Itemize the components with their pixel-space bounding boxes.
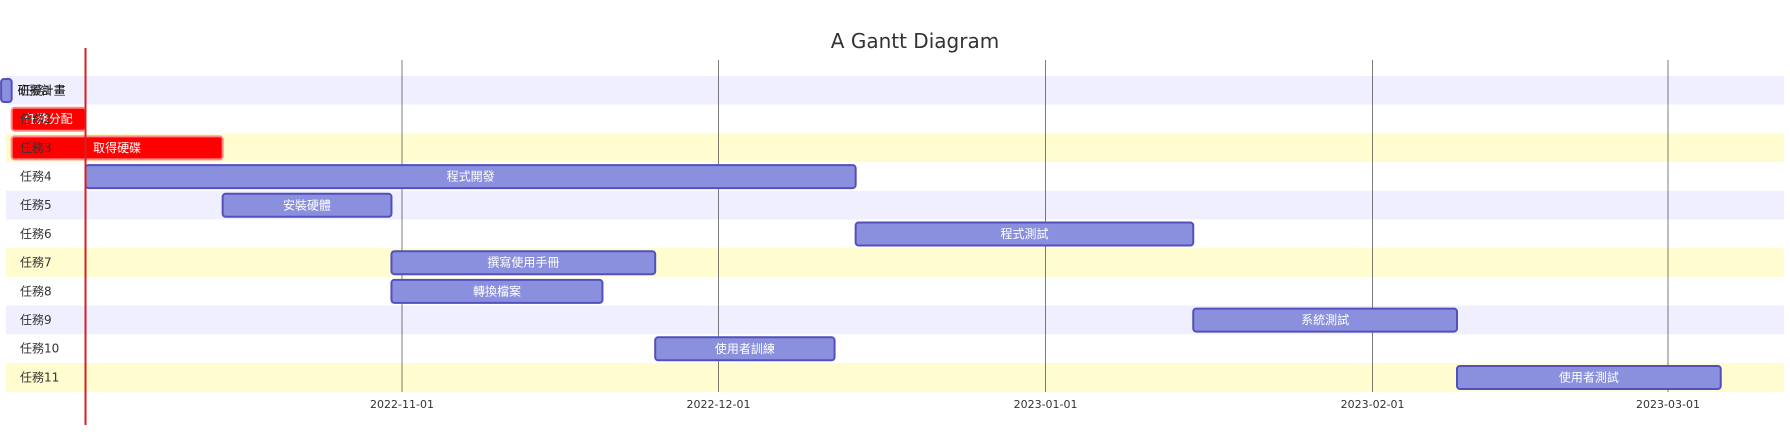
task-label: 使用者訓練 [715,341,775,356]
row-label: 任務3 [20,141,52,155]
row-label: 任務11 [20,370,59,384]
task-label: 安裝硬體 [283,197,331,212]
row-band [6,334,1784,363]
task-label: 任務分配 [25,112,73,126]
row-label: 任務9 [20,313,52,327]
row-label: 任務1 [20,83,52,97]
task-bar [854,221,1195,247]
task-bar [221,192,393,218]
task-bar [654,336,836,362]
row-label: 任務6 [20,227,52,241]
task-label: 程式開發 [447,169,495,184]
task-label: 轉換檔案 [473,283,521,298]
x-tick-label: 2023-02-01 [1341,398,1405,411]
task-bar [10,135,224,161]
row-label: 任務8 [20,284,52,298]
task-label: 使用者測試 [1559,370,1619,385]
task-label: 取得硬碟 [93,140,141,155]
task-bar [1192,307,1458,333]
row-label: 任務7 [20,256,52,270]
x-tick-label: 2023-01-01 [1014,398,1078,411]
row-band [6,276,1784,306]
row-band [6,133,1784,163]
row-label: 任務2 [20,112,52,126]
task-label: 撰寫使用手冊 [487,255,559,270]
row-band [6,248,1784,277]
task-label: 程式測試 [1000,226,1048,241]
task-bar [0,78,13,103]
task-label: 研擬計畫 [18,83,66,98]
row-band [6,305,1784,335]
task-bar [1456,365,1722,390]
task-bars: 研擬計畫任務分配取得硬碟程式開發安裝硬體程式測試撰寫使用手冊轉換檔案系統測試使用… [0,78,1722,390]
chart-title: A Gantt Diagram [831,29,999,53]
task-label: 系統測試 [1301,312,1349,327]
task-bar [390,278,604,304]
x-tick-label: 2023-03-01 [1636,398,1700,411]
x-axis-ticks: 2022-11-01 2022-12-01 2023-01-01 2023-02-01… [370,398,1700,411]
x-tick-label: 2022-12-01 [687,398,751,411]
row-band [6,76,1784,105]
row-label: 任務5 [20,198,52,212]
row-label: 任務4 [20,169,52,183]
row-band [6,104,1784,134]
row-label: 任務10 [20,342,59,356]
x-tick-label: 2022-11-01 [370,398,434,411]
row-labels: 任務1 任務2 任務3 任務4 任務5 任務6 任務7 任務8 任務9 任務10 任務11 [20,83,59,384]
task-bar [390,250,657,276]
